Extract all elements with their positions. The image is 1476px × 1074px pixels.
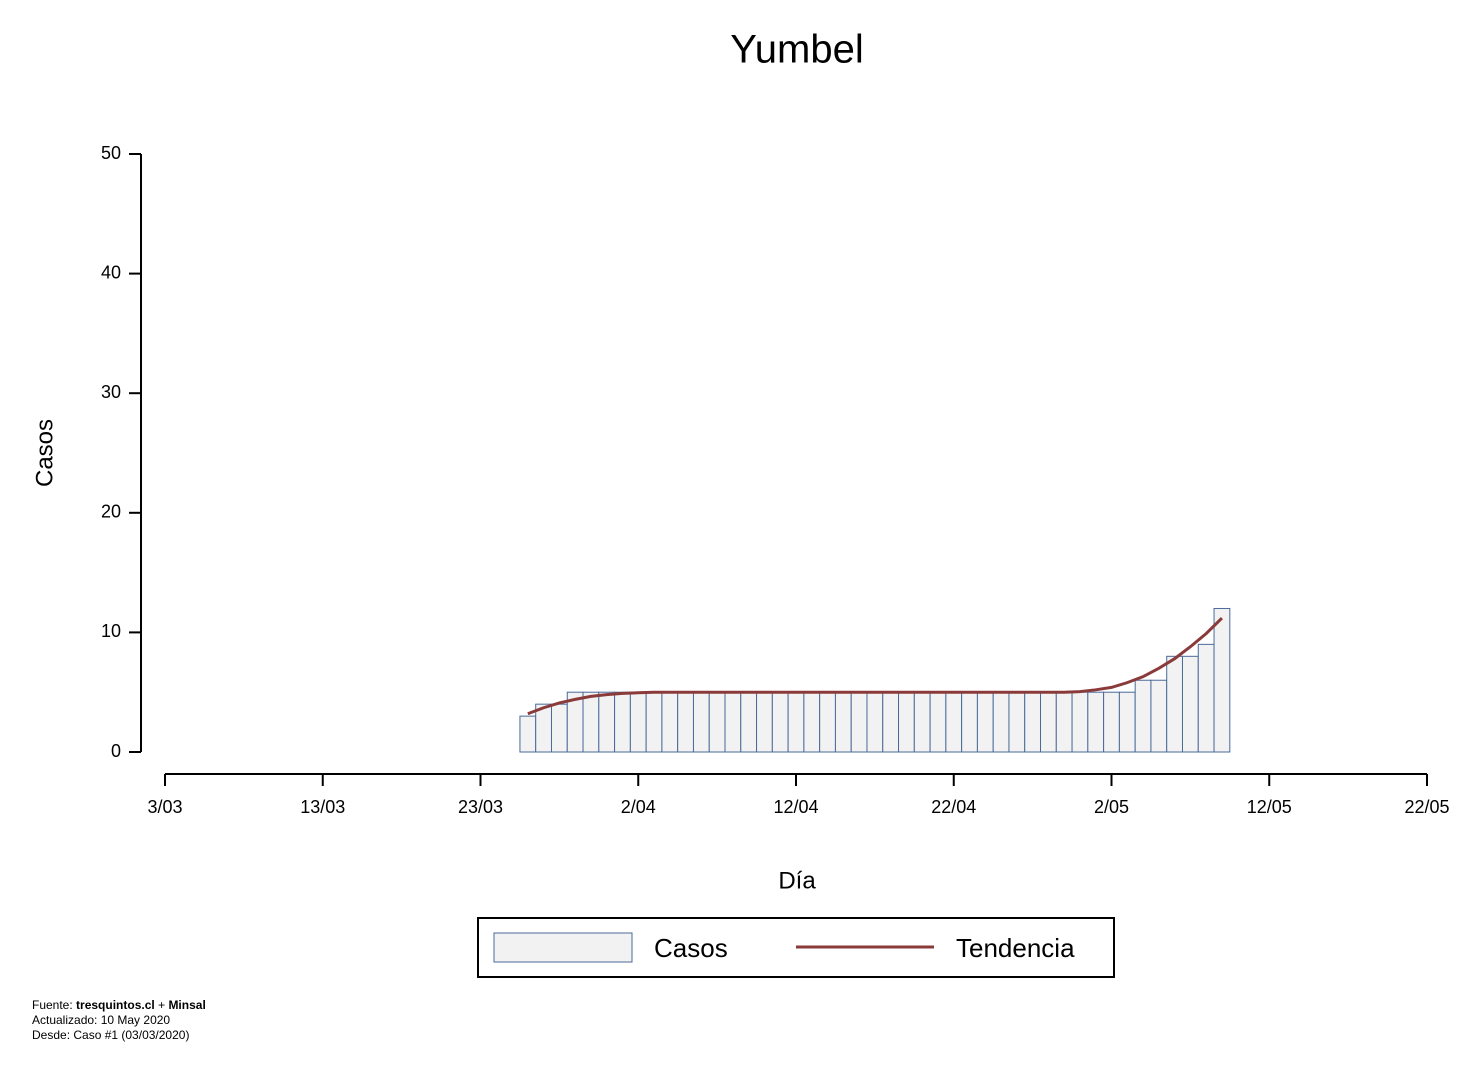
bar xyxy=(692,691,710,753)
x-tick-label: 22/04 xyxy=(931,797,976,817)
footnote: Desde: Caso #1 (03/03/2020) xyxy=(32,1028,189,1042)
bar xyxy=(1150,679,1168,753)
legend-label: Tendencia xyxy=(956,933,1075,963)
footnote: Fuente: tresquintos.cl + Minsal xyxy=(32,998,206,1012)
bar xyxy=(519,715,537,753)
x-axis-label: Día xyxy=(778,867,816,894)
bar xyxy=(1071,691,1089,753)
bar xyxy=(740,691,758,753)
bar xyxy=(929,691,947,753)
legend-swatch xyxy=(493,932,633,963)
x-tick-label: 12/04 xyxy=(773,797,818,817)
bar xyxy=(961,691,978,753)
bar xyxy=(582,691,600,753)
y-tick-label: 50 xyxy=(101,143,121,163)
bar xyxy=(661,691,679,753)
bar xyxy=(708,691,726,753)
bar xyxy=(819,691,836,753)
bar xyxy=(803,691,821,753)
y-tick-label: 40 xyxy=(101,262,121,282)
footnote: Actualizado: 10 May 2020 xyxy=(32,1013,170,1027)
bar xyxy=(1103,691,1120,753)
bar xyxy=(976,691,994,753)
footnote-label: Fuente: xyxy=(32,998,73,1012)
y-tick-label: 10 xyxy=(101,621,121,641)
bar xyxy=(866,691,884,753)
footnote-source: Minsal xyxy=(168,998,205,1012)
bar xyxy=(1197,643,1215,753)
x-tick-label: 2/05 xyxy=(1094,797,1129,817)
bar xyxy=(882,691,900,753)
bar xyxy=(945,691,963,753)
bar xyxy=(614,691,631,753)
bar xyxy=(1087,691,1105,753)
x-tick-label: 2/04 xyxy=(621,797,656,817)
bar xyxy=(898,691,915,753)
bar xyxy=(1040,691,1057,753)
bar xyxy=(850,691,868,753)
bar xyxy=(913,691,931,753)
y-axis-label: Casos xyxy=(31,419,58,487)
x-tick-label: 12/05 xyxy=(1247,797,1292,817)
y-tick-label: 0 xyxy=(111,741,121,761)
chart-title: Yumbel xyxy=(730,28,863,72)
footnote-joiner: + xyxy=(158,998,165,1012)
bar xyxy=(992,691,1010,753)
footnote-source: tresquintos.cl xyxy=(76,998,155,1012)
bar xyxy=(1024,691,1042,753)
trend-line xyxy=(527,616,1223,716)
bar xyxy=(645,691,663,753)
x-tick-label: 3/03 xyxy=(147,797,182,817)
bar xyxy=(1118,691,1136,753)
y-tick-label: 30 xyxy=(101,382,121,402)
bar xyxy=(1166,655,1183,753)
bar xyxy=(724,691,742,753)
bar xyxy=(1134,679,1152,753)
bar xyxy=(598,691,616,753)
bar xyxy=(1008,691,1026,753)
bar xyxy=(550,703,568,753)
bar xyxy=(787,691,805,753)
x-tick-label: 13/03 xyxy=(300,797,345,817)
bar xyxy=(834,691,852,753)
x-tick-label: 23/03 xyxy=(458,797,503,817)
bar xyxy=(771,691,789,753)
bar xyxy=(1181,655,1199,753)
bar xyxy=(756,691,773,753)
bar xyxy=(1055,691,1073,753)
y-tick-label: 20 xyxy=(101,502,121,522)
bar xyxy=(629,691,647,753)
x-tick-label: 22/05 xyxy=(1404,797,1449,817)
bar xyxy=(677,691,694,753)
legend-label: Casos xyxy=(654,933,728,963)
bar xyxy=(1213,607,1231,753)
